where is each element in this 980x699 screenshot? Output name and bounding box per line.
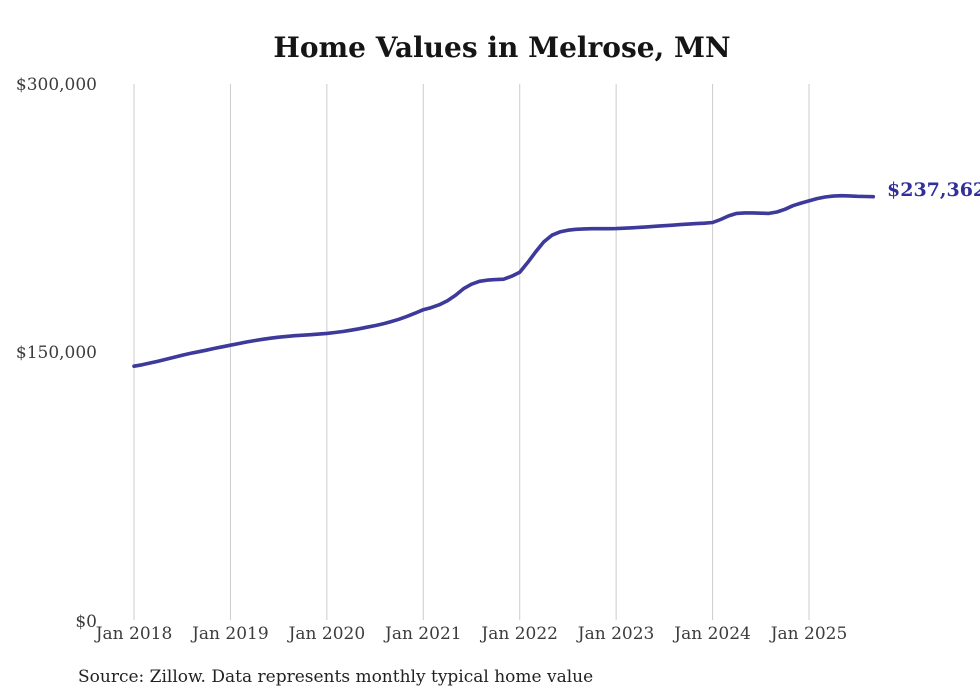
x-tick-label: Jan 2018 xyxy=(95,624,173,644)
vertical-gridlines xyxy=(133,84,810,620)
y-axis-tick-300k: $300,000 xyxy=(15,75,97,95)
x-tick-label: Jan 2025 xyxy=(770,624,848,644)
y-axis-tick-0: $0 xyxy=(75,612,97,632)
x-tick-label: Jan 2021 xyxy=(385,624,462,644)
x-tick-label: Jan 2023 xyxy=(577,624,655,644)
x-tick-label: Jan 2019 xyxy=(192,624,269,644)
latest-value-label: $237,362 xyxy=(887,179,980,201)
x-tick-label: Jan 2020 xyxy=(288,624,366,644)
x-tick-label: Jan 2024 xyxy=(674,624,751,644)
chart-title: Home Values in Melrose, MN xyxy=(273,31,731,64)
y-axis-tick-150k: $150,000 xyxy=(15,343,97,363)
home-value-series-line xyxy=(132,193,876,368)
x-tick-label: Jan 2022 xyxy=(481,624,558,644)
source-note: Source: Zillow. Data represents monthly … xyxy=(78,667,594,687)
